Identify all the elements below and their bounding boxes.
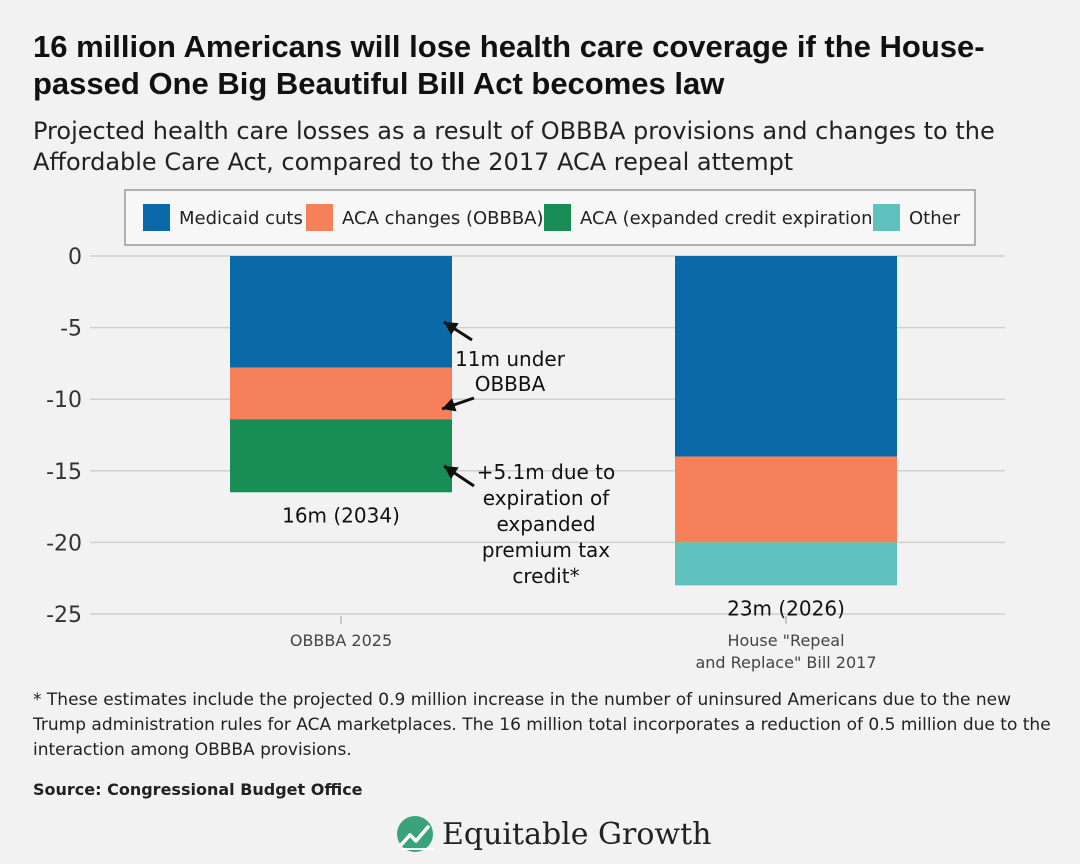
annotation-text: expiration of <box>483 486 610 510</box>
bar-segment <box>675 456 897 543</box>
annotation-text: 11m under <box>455 347 566 371</box>
x-category-label: and Replace" Bill 2017 <box>695 653 876 672</box>
legend-label: Medicaid cuts <box>179 208 303 229</box>
chart-title: 16 million Americans will lose health ca… <box>33 29 985 101</box>
legend-swatch <box>306 204 333 231</box>
footnote: * These estimates include the projected … <box>33 690 1051 760</box>
annotation-text: credit* <box>512 564 579 588</box>
y-tick-label: -10 <box>46 388 82 413</box>
stacked-bar-chart: 0 -5 -10 -15 -20 -25 16m (2034) OBBBA 2025 23m (… <box>46 189 1005 672</box>
legend-label: Other <box>909 208 961 229</box>
annotation-arrowhead <box>442 398 457 412</box>
annotation-text: +5.1m due to <box>477 460 616 484</box>
y-tick-label: 0 <box>68 245 82 270</box>
annotation-arrowhead <box>444 466 459 480</box>
legend-label: ACA changes (OBBBA) <box>342 208 544 229</box>
bar-segment <box>230 256 452 368</box>
x-category-label: OBBBA 2025 <box>290 631 392 650</box>
y-tick-label: -5 <box>60 317 82 342</box>
source-note: Source: Congressional Budget Office <box>33 780 363 799</box>
bar-segment <box>230 367 452 420</box>
y-tick-label: -15 <box>46 460 82 485</box>
legend-swatch <box>143 204 170 231</box>
bar-total-label: 16m (2034) <box>282 503 400 527</box>
annotation-text: premium tax <box>482 538 610 562</box>
logo-text: Equitable Growth <box>442 816 712 852</box>
legend-swatch <box>544 204 571 231</box>
y-tick-label: -25 <box>46 603 82 628</box>
y-tick-label: -20 <box>46 531 82 556</box>
annotation-text: OBBBA <box>475 372 546 396</box>
annotation-text: expanded <box>496 512 595 536</box>
x-category-label: House "Repeal <box>727 631 844 650</box>
annotation-arrowhead <box>444 322 459 335</box>
bar-total-label: 23m (2026) <box>727 596 845 620</box>
bar-segment <box>230 419 452 493</box>
bar-segment <box>675 256 897 457</box>
bar-segment <box>675 542 897 586</box>
legend-swatch <box>873 204 900 231</box>
logo: Equitable Growth <box>396 812 711 856</box>
chart-subtitle: Projected health care losses as a result… <box>33 117 995 176</box>
legend-label: ACA (expanded credit expiration) <box>580 208 880 229</box>
equitable-growth-logo-icon <box>397 816 434 852</box>
